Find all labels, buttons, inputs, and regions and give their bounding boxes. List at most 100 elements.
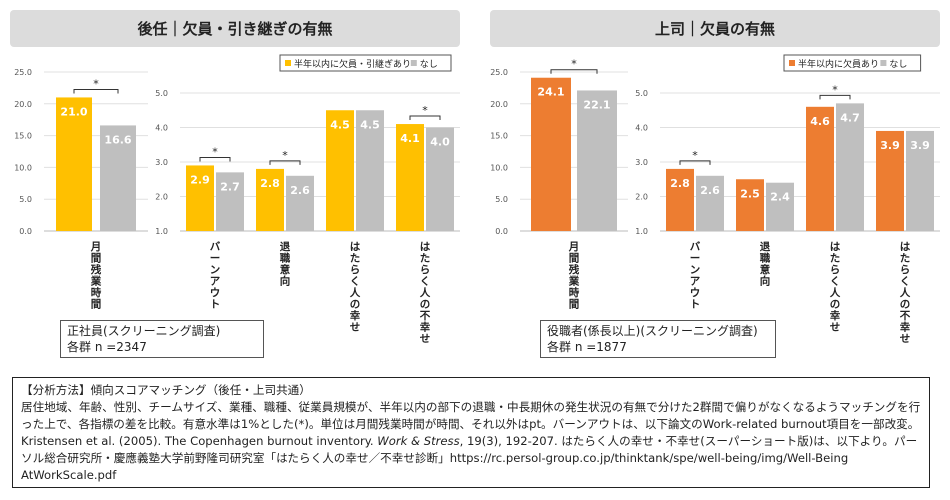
right-scores-category-label-char: ら	[900, 264, 911, 276]
left-scores-category-label-char: 幸	[420, 321, 431, 334]
right-hours-ytick-label: 5.0	[495, 195, 508, 204]
right-hours-bar	[531, 77, 571, 231]
method-line1: 居住地域、年齢、性別、チームサイズ、業種、職種、従業員規模が、半年以内の部下の退…	[21, 400, 921, 431]
right-hours-category-label-char: 間	[569, 299, 580, 311]
right-scores-legend-swatch	[880, 60, 887, 66]
left-hours-bar-value-label: 16.6	[104, 133, 131, 146]
right-scores-significance-mark: *	[832, 83, 838, 96]
right-scores-bar-value-label: 2.6	[700, 184, 720, 197]
left-scores-ytick-label: 3.0	[155, 158, 168, 167]
right-scores-legend-label: 半年以内に欠員あり	[798, 58, 879, 70]
right-scores-bar-value-label: 2.5	[740, 187, 760, 200]
left-hours-category-label-char: 時	[91, 286, 102, 299]
left-hours-bar	[56, 97, 92, 231]
left-hours-significance-mark: *	[93, 77, 99, 90]
right-hours-ytick-label: 10.0	[490, 163, 508, 172]
right-scores-category-label-char: 幸	[900, 321, 911, 334]
left-scores-significance-bracket	[409, 115, 441, 121]
right-scores-category-label-char: バ	[690, 241, 701, 253]
left-scores-bar-value-label: 4.1	[400, 132, 420, 145]
left-scores-category-label-char: せ	[420, 333, 431, 345]
right-hours-ytick-label: 0.0	[495, 227, 508, 236]
right-scores-significance-bracket	[819, 94, 851, 100]
left-scores-ytick-label: 5.0	[155, 89, 168, 98]
right-scores-category-label-char: た	[830, 253, 841, 265]
right-scores-category-label-char: ー	[690, 253, 701, 265]
right-scores-bar-value-label: 3.9	[880, 139, 900, 152]
right-sample-title: 役職者(係長以上)(スクリーニング調査)	[547, 324, 758, 338]
right-scores-legend-label: なし	[889, 59, 907, 70]
right-hours-ytick-label: 20.0	[490, 100, 508, 109]
left-scores-legend-swatch	[285, 60, 291, 66]
citation-journal: Work & Stress	[377, 434, 460, 448]
right-scores-bar	[736, 179, 764, 231]
right-scores-category-label-char: せ	[830, 322, 841, 334]
left-hours-category-label-char: 月	[90, 241, 102, 253]
left-scores-category-label-char: 意	[280, 263, 291, 276]
right-hours-category-label-char: 間	[569, 253, 580, 265]
left-scores-category-label-char: せ	[350, 322, 361, 334]
right-scores-category-label-char: ア	[690, 276, 701, 288]
left-scores-bar-value-label: 2.7	[220, 180, 240, 193]
left-scores-bar-value-label: 4.0	[430, 136, 450, 149]
left-panel-title: 後任｜欠員・引き継ぎの有無	[10, 10, 460, 47]
right-scores-category-label-char: 人	[830, 286, 841, 299]
right-scores-category-label-char: の	[900, 299, 911, 311]
left-scores-category-label-char: 幸	[350, 309, 361, 322]
left-scores-bar	[396, 124, 424, 231]
citation-pre: Kristensen et al. (2005). The Copenhagen…	[21, 434, 378, 448]
right-hours-category-label-char: 残	[569, 263, 580, 276]
right-scores-category-label-char: く	[830, 276, 841, 288]
right-hours-bar-value-label: 24.1	[537, 86, 564, 99]
left-scores-legend-box	[279, 54, 452, 72]
left-scores-category-label-char: ト	[210, 299, 221, 311]
left-scores-bar	[326, 110, 354, 231]
left-scores-category-label-char: た	[420, 253, 431, 265]
right-scores-category-label-char: 幸	[830, 309, 841, 322]
right-scores-ytick-label: 4.0	[635, 124, 648, 133]
left-scores-category-label-char: 向	[280, 275, 291, 288]
left-scores-category-label-char: ー	[210, 253, 221, 265]
right-scores-category-label-char: ン	[690, 264, 701, 276]
left-scores-bar	[256, 168, 284, 231]
left-hours-ytick-label: 0.0	[19, 227, 32, 236]
right-scores-category-label-char: 人	[900, 286, 911, 299]
right-sample-box: 役職者(係長以上)(スクリーニング調査) 各群 n =1877	[540, 320, 776, 358]
right-hours-category-label-char: 月	[568, 241, 580, 253]
left-scores-ytick-label: 1.0	[155, 227, 168, 236]
method-box: 【分析方法】傾向スコアマッチング（後任・上司共通） 居住地域、年齢、性別、チーム…	[12, 377, 930, 488]
right-hours-category-label-char: 業	[568, 275, 580, 288]
right-hours-category-label-char: 時	[569, 286, 580, 299]
right-hours-significance-bracket	[550, 69, 598, 74]
right-scores-category-label-char: ウ	[690, 287, 701, 299]
left-hours-category-label-char: 残	[91, 263, 102, 276]
left-hours-ytick-label: 25.0	[14, 68, 32, 77]
right-scores-ytick-label: 2.0	[635, 193, 648, 202]
left-scores-category-label-char: た	[350, 253, 361, 265]
left-scores-category-label-char: 不	[420, 310, 431, 322]
left-scores-category-label-char: は	[350, 241, 361, 253]
left-scores-significance-bracket	[269, 160, 301, 165]
right-scores-bar	[696, 175, 724, 231]
right-scores-bar-value-label: 3.9	[910, 139, 930, 152]
left-scores-ytick-label: 4.0	[155, 124, 168, 133]
right-scores-ytick-label: 1.0	[635, 227, 648, 236]
right-scores-bar	[906, 130, 934, 231]
right-hours-significance-mark: *	[571, 58, 577, 71]
left-scores-category-label-char: ウ	[210, 287, 221, 299]
left-hours-category-label-char: 間	[91, 299, 102, 311]
left-scores-category-label-char: 人	[350, 286, 361, 299]
left-hours-ytick-label: 15.0	[14, 132, 32, 141]
right-scores-ytick-label: 3.0	[635, 158, 648, 167]
right-scores-legend-box	[783, 54, 922, 72]
right-hours-ytick-label: 15.0	[490, 132, 508, 141]
left-scores-bar-value-label: 2.6	[290, 184, 310, 197]
right-hours-bar-value-label: 22.1	[583, 98, 610, 111]
right-scores-bar	[876, 130, 904, 231]
left-hours-category-label-char: 業	[90, 275, 102, 288]
right-scores-bar	[806, 106, 834, 231]
left-scores-category-label-char: 退	[280, 241, 291, 253]
method-heading: 【分析方法】傾向スコアマッチング（後任・上司共通）	[21, 383, 311, 397]
right-sample-n: 各群 n =1877	[547, 340, 627, 354]
